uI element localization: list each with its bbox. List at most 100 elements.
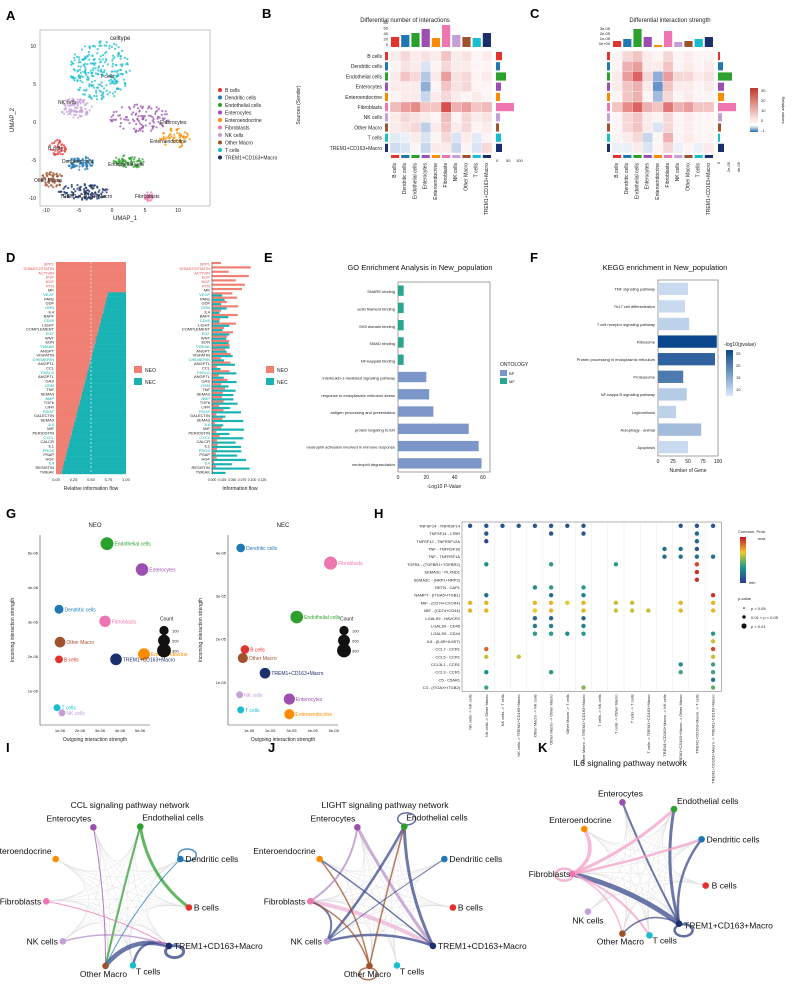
pathway-label: ANGPTL bbox=[38, 374, 55, 379]
neo-bar bbox=[212, 296, 238, 299]
col-label-fibroblasts: Fibroblasts bbox=[443, 163, 449, 188]
legend-label-other-macro: Other Macro bbox=[225, 141, 253, 147]
umap-point bbox=[75, 113, 78, 116]
legend-size: 100 bbox=[172, 629, 179, 634]
xlabel: Outgoing interaction strength bbox=[251, 737, 315, 743]
umap-point bbox=[67, 194, 70, 197]
heat-cell bbox=[611, 81, 623, 92]
pathway-label: WNT bbox=[45, 335, 55, 340]
umap-point bbox=[55, 184, 59, 187]
pathway-label: OSM bbox=[201, 383, 210, 388]
umap-label-dendritic-cells: Dendritic cells bbox=[62, 159, 94, 165]
neo-bar bbox=[56, 435, 71, 440]
umap-point bbox=[80, 111, 83, 114]
umap-point bbox=[78, 168, 81, 171]
kegg-bar bbox=[658, 423, 702, 436]
panel-label-g: G bbox=[6, 506, 16, 521]
node-label-enterocytes: Enterocytes bbox=[46, 813, 91, 823]
umap-point bbox=[86, 197, 89, 200]
umap-point bbox=[79, 185, 82, 188]
pathway-label: TNF bbox=[46, 387, 54, 392]
umap-point bbox=[72, 193, 75, 196]
nec-bar bbox=[212, 376, 224, 379]
umap-point bbox=[126, 163, 129, 166]
umap-point bbox=[172, 139, 175, 142]
umap-point bbox=[59, 152, 62, 156]
heat-cell bbox=[420, 122, 431, 133]
umap-point bbox=[112, 57, 115, 60]
umap-point bbox=[150, 107, 153, 110]
row-label-trem1-cd163-macro: TREM1+CD163+Macro bbox=[330, 146, 382, 152]
umap-point bbox=[111, 70, 114, 73]
point-label-t-cells: T cells bbox=[245, 708, 260, 714]
umap-point bbox=[183, 131, 186, 134]
umap-point bbox=[123, 118, 126, 121]
heat-cell bbox=[652, 71, 664, 82]
node-endothelial-cells bbox=[400, 823, 408, 830]
umap-point bbox=[92, 44, 95, 48]
go-bar bbox=[398, 337, 404, 348]
umap-point bbox=[52, 152, 55, 155]
umap-point bbox=[178, 146, 181, 149]
network-bg-edge bbox=[357, 827, 398, 966]
umap-clusters bbox=[40, 40, 191, 203]
right-bar-endothelial-cells bbox=[718, 72, 732, 81]
point-label-nk-cells: NK cells bbox=[66, 711, 85, 717]
umap-point bbox=[96, 48, 99, 51]
network-bg-edge bbox=[93, 827, 134, 966]
umap-point bbox=[53, 180, 56, 183]
kegg-bar bbox=[658, 441, 688, 454]
col-color-trem1-cd163-macro bbox=[482, 155, 491, 158]
umap-point bbox=[84, 168, 87, 171]
legend-tick: 25 bbox=[736, 351, 741, 356]
network-bg-edge bbox=[310, 827, 364, 902]
bubble bbox=[613, 562, 619, 567]
umap-label-t-cells: T cells bbox=[100, 74, 115, 80]
umap-point bbox=[90, 83, 93, 87]
umap-point bbox=[83, 188, 86, 191]
umap-point bbox=[88, 53, 91, 56]
umap-xtick: 10 bbox=[175, 208, 181, 214]
heat-cell bbox=[693, 101, 704, 113]
heat-cell bbox=[622, 112, 633, 123]
right-bar-endothelial-cells bbox=[496, 72, 506, 81]
pathway-label: RESISTIN bbox=[36, 465, 55, 470]
umap-point bbox=[130, 158, 133, 161]
point-other-macro bbox=[54, 636, 66, 648]
umap-point bbox=[78, 74, 81, 77]
neo-bar bbox=[212, 443, 218, 446]
top-tick: 40 bbox=[384, 31, 389, 36]
umap-point bbox=[115, 74, 118, 77]
umap-point bbox=[93, 94, 96, 97]
heat-cell bbox=[662, 101, 674, 113]
point-label-trem1-cd163-macro: TREM1+CD163+Macro bbox=[271, 671, 323, 677]
legend-bar bbox=[726, 350, 733, 396]
heat-cell bbox=[440, 132, 452, 143]
umap-point bbox=[139, 129, 142, 132]
heat-cell bbox=[440, 61, 452, 72]
pathway-label: CHEMERIN bbox=[189, 357, 210, 362]
node-other-macro bbox=[102, 962, 109, 970]
col-label-t-cells: T cells bbox=[696, 163, 702, 178]
top-bar-t-cells bbox=[472, 38, 481, 47]
heat-cell bbox=[652, 132, 664, 143]
umap-point bbox=[96, 86, 99, 89]
legend-title: Commun. Prob. bbox=[738, 529, 766, 534]
heat-cell bbox=[461, 132, 472, 143]
lr-pair-label: LGALS9 - CD45 bbox=[431, 623, 461, 628]
go-enrichment-panel: GO Enrichment Analysis in New_population… bbox=[307, 263, 529, 490]
umap-point bbox=[102, 91, 105, 94]
heat-cell bbox=[461, 61, 472, 72]
network-bg-edge bbox=[46, 826, 141, 902]
umap-point bbox=[121, 49, 124, 53]
umap-point bbox=[151, 125, 155, 129]
neo-bar bbox=[56, 383, 85, 388]
umap-point bbox=[110, 45, 113, 49]
xtick: 50 bbox=[685, 459, 691, 465]
lr-pair-label: TNFSF14 - TNFRSF14 bbox=[419, 523, 461, 528]
umap-point bbox=[133, 127, 136, 130]
heatmap-b-ylabel: Sources (Sender) bbox=[296, 85, 302, 125]
node-enteroendocrine bbox=[316, 855, 323, 863]
heat-cell bbox=[652, 91, 664, 103]
